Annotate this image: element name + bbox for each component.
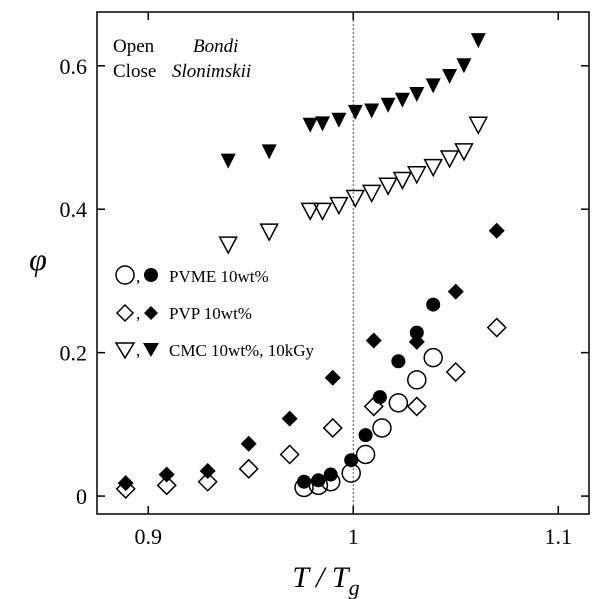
legend-separator: , [136, 267, 140, 286]
closed-diamond-point [199, 462, 216, 479]
open-triangle-point [218, 236, 238, 255]
y-axis-label: φ [29, 241, 47, 277]
open-triangle-point [329, 196, 349, 216]
open-triangle-point [345, 189, 366, 209]
open-diamond-point [363, 396, 384, 417]
legend-label-pvp: PVP 10wt% [169, 304, 252, 323]
legend-separator: , [136, 341, 140, 360]
open-diamond-point [238, 458, 259, 479]
open-triangle-point [468, 116, 489, 135]
y-tick-label: 0.6 [60, 54, 88, 79]
closed-circle-point [358, 428, 373, 443]
legend-open-diamond-marker [115, 303, 135, 323]
y-axis-ticks: 0 0.2 0.4 0.6 [60, 54, 589, 509]
legend-closed-diamond-marker [144, 306, 158, 320]
legend-entry-pvme: , PVME 10wt% [115, 265, 269, 286]
open-triangle-point [423, 158, 443, 178]
plot-frame [96, 11, 590, 515]
data-points [115, 33, 507, 499]
closed-circle-point [409, 325, 424, 340]
open-diamond-point [445, 361, 466, 383]
closed-triangle-point [302, 117, 318, 133]
open-diamond-point [115, 478, 136, 499]
closed-triangle-point [331, 112, 347, 128]
legend-entry-cmc: , CMC 10wt%, 10kGy [114, 341, 314, 360]
closed-diamond-point [365, 332, 382, 349]
y-tick-label: 0.4 [60, 197, 88, 222]
closed-circle-point [311, 473, 326, 488]
legend-open-triangle-marker [114, 342, 136, 360]
open-triangle-point [259, 223, 279, 242]
legend-closed-circle-marker [144, 268, 158, 282]
open-triangle-point [300, 202, 320, 221]
annotation-open: Open Bondi [113, 36, 238, 57]
closed-circle-point [297, 474, 312, 489]
legend-label-pvme: PVME 10wt% [169, 267, 269, 286]
annotation-close: Close Slonimskii [113, 61, 251, 82]
open-triangle-point [454, 143, 474, 162]
legend-closed-triangle-marker [143, 343, 159, 357]
closed-circle-point [391, 354, 406, 369]
open-triangle-point [407, 166, 427, 185]
closed-triangle-point [456, 58, 472, 74]
closed-triangle-point [442, 69, 458, 85]
closed-circle-point [344, 453, 359, 468]
open-circle-point [423, 347, 443, 368]
closed-circle-point [426, 297, 441, 312]
open-triangle-point [378, 177, 398, 196]
closed-diamond-point [117, 475, 134, 492]
open-diamond-point [322, 417, 343, 439]
open-circle-point [355, 444, 376, 465]
closed-circle-point [372, 390, 387, 405]
open-circle-point [388, 393, 409, 413]
x-axis-ticks: 0.9 1 1.1 [135, 12, 573, 549]
x-tick-label: 0.9 [135, 524, 163, 549]
closed-triangle-point [470, 33, 486, 49]
closed-triangle-point [261, 144, 277, 160]
x-tick-label: 1 [348, 524, 359, 549]
legend-label-cmc: CMC 10wt%, 10kGy [169, 341, 314, 360]
closed-circle-point [323, 467, 338, 482]
closed-triangle-point [409, 86, 425, 102]
open-triangle-point [361, 184, 382, 204]
open-triangle-point [439, 150, 460, 169]
closed-triangle-point [425, 78, 441, 94]
y-tick-label: 0.2 [60, 341, 88, 366]
closed-triangle-point [394, 92, 410, 108]
x-axis-label: T / Tg [292, 561, 359, 599]
open-diamond-point [197, 471, 218, 492]
closed-triangle-point [364, 103, 380, 119]
open-circle-point [407, 370, 427, 390]
open-circle-point [372, 418, 392, 438]
x-tick-label: 1.1 [545, 524, 573, 549]
y-tick-label: 0 [76, 484, 87, 509]
legend-open-circle-marker [115, 265, 135, 285]
open-diamond-point [406, 396, 427, 417]
closed-triangle-point [347, 104, 363, 120]
closed-triangle-point [220, 153, 236, 169]
legend-entry-pvp: , PVP 10wt% [115, 303, 252, 323]
closed-diamond-point [324, 369, 341, 386]
legend-separator: , [136, 304, 140, 323]
closed-diamond-point [240, 435, 257, 452]
open-diamond-point [156, 475, 177, 496]
open-diamond-point [486, 317, 507, 338]
closed-diamond-point [158, 466, 175, 483]
legend: , PVME 10wt% , PVP 10wt% , CMC 10wt%, 10… [114, 265, 314, 360]
closed-diamond-point [488, 222, 505, 239]
closed-diamond-point [408, 333, 425, 350]
closed-triangle-point [315, 116, 330, 132]
closed-triangle-point [380, 97, 396, 113]
open-triangle-point [312, 202, 333, 221]
closed-diamond-point [447, 283, 464, 300]
open-triangle-point [392, 171, 413, 191]
open-diamond-point [279, 444, 300, 465]
closed-diamond-point [281, 410, 298, 427]
